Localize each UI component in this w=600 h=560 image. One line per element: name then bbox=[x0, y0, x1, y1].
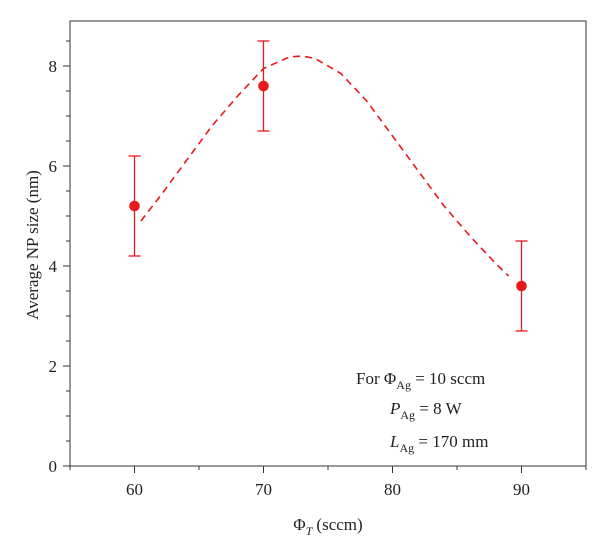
data-point-marker bbox=[516, 280, 527, 292]
x-axis-title: ΦT (sccm) bbox=[293, 515, 362, 538]
y-axis-title: Average NP size (nm) bbox=[23, 170, 42, 320]
data-points-layer bbox=[128, 40, 528, 332]
fitted-curve-dashed bbox=[140, 55, 510, 277]
data-point-marker bbox=[258, 80, 269, 92]
x-tick-label: 70 bbox=[255, 480, 272, 499]
y-axis-ticks: 0 2 4 6 8 bbox=[49, 40, 70, 476]
annotation-line-3: LAg = 170 mm bbox=[389, 432, 488, 455]
x-axis-title-unit: (sccm) bbox=[316, 515, 362, 534]
plot-frame bbox=[69, 20, 587, 467]
data-point-group bbox=[515, 240, 528, 332]
annotation-line-2: PAg = 8 W bbox=[389, 399, 463, 422]
y-tick-label: 6 bbox=[49, 157, 58, 176]
y-tick-label: 4 bbox=[49, 257, 58, 276]
fitted-curve-layer bbox=[140, 55, 510, 277]
x-axis-title-symbol: Φ bbox=[293, 515, 305, 534]
x-tick-label: 80 bbox=[384, 480, 401, 499]
x-axis-ticks: 60 70 80 90 bbox=[69, 466, 587, 499]
data-point-marker bbox=[129, 200, 140, 212]
annotation-box: For ΦAg = 10 sccm PAg = 8 W LAg = 170 mm bbox=[356, 369, 488, 455]
y-tick-label: 0 bbox=[49, 457, 58, 476]
data-point-group bbox=[128, 155, 141, 257]
y-tick-label: 8 bbox=[49, 57, 58, 76]
y-tick-label: 2 bbox=[49, 357, 58, 376]
data-point-group bbox=[257, 40, 270, 132]
annotation-line-1: For ΦAg = 10 sccm bbox=[356, 369, 485, 392]
x-tick-label: 60 bbox=[126, 480, 143, 499]
x-axis-title-subscript: T bbox=[306, 524, 314, 538]
x-tick-label: 90 bbox=[513, 480, 530, 499]
